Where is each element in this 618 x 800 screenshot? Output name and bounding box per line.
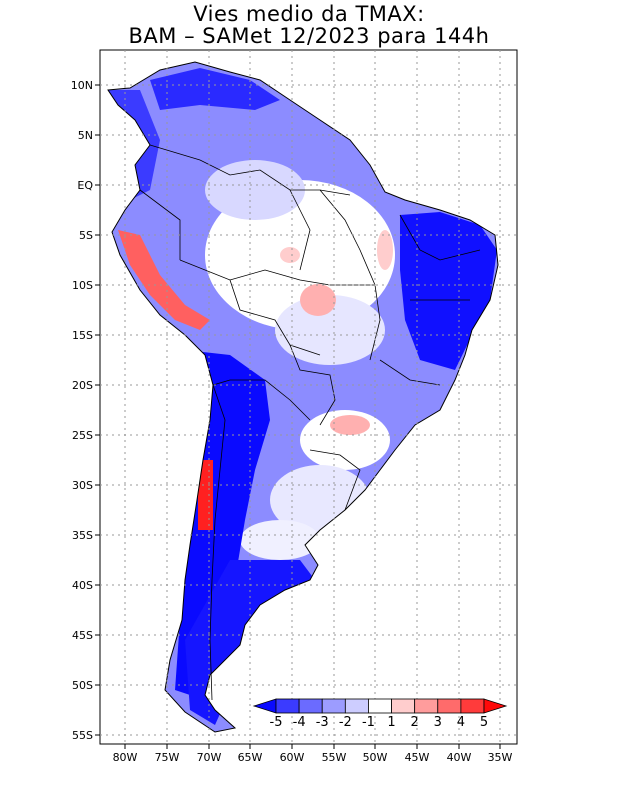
coastline bbox=[107, 61, 499, 733]
colorbar-segment bbox=[460, 698, 485, 714]
y-tick-label: 50S bbox=[72, 679, 93, 692]
colorbar-label: -4 bbox=[293, 715, 306, 730]
colorbar-label: -5 bbox=[270, 715, 283, 730]
x-tick-label: 80W bbox=[113, 751, 138, 764]
colorbar-arrow-high bbox=[483, 698, 508, 714]
pampas-light-zone bbox=[240, 520, 320, 560]
y-tick-label: 40S bbox=[72, 579, 93, 592]
y-tick-label: 25S bbox=[72, 429, 93, 442]
y-tick-label: 20S bbox=[72, 379, 93, 392]
colorbar-label: 1 bbox=[387, 715, 395, 730]
north-coast-cold-bias bbox=[150, 68, 280, 110]
border-uruguay bbox=[309, 449, 361, 511]
y-tick-label: 5N bbox=[78, 129, 93, 142]
y-tick-labels: 10N 5N EQ 5S 10S 15S 20S 25S 30S 35S 40S… bbox=[71, 79, 94, 742]
border-amazon-states bbox=[289, 189, 311, 271]
colorbar-segment bbox=[321, 698, 346, 714]
y-tick-label: 30S bbox=[72, 479, 93, 492]
border-brazil-states-2 bbox=[399, 214, 481, 261]
graticule bbox=[100, 50, 517, 744]
warm-bias-spot-amazon bbox=[280, 247, 300, 263]
colorbar-segment bbox=[344, 698, 369, 714]
colorbar-label: -1 bbox=[362, 715, 375, 730]
border-chile-argentina bbox=[209, 384, 226, 701]
y-tick-label: EQ bbox=[77, 179, 93, 192]
border-paraguay bbox=[289, 344, 336, 426]
x-tick-label: 40W bbox=[447, 751, 472, 764]
colorbar-segment bbox=[437, 698, 462, 714]
y-tick-label: 15S bbox=[72, 329, 93, 342]
x-tick-label: 50W bbox=[363, 751, 388, 764]
colorbar-label: 3 bbox=[434, 715, 442, 730]
colorbar-segment bbox=[275, 698, 300, 714]
warm-bias-spot-central bbox=[300, 284, 336, 316]
map-title-line-1: Vies medio da TMAX: bbox=[193, 2, 425, 26]
southern-cold-bias bbox=[175, 350, 270, 700]
warm-bias-spot-east bbox=[377, 230, 393, 270]
x-tick-label: 75W bbox=[155, 751, 180, 764]
border-peru-bolivia-brazil bbox=[179, 259, 375, 286]
colorbar-label: -2 bbox=[339, 715, 352, 730]
colorbar-segment bbox=[414, 698, 439, 714]
tick-marks bbox=[95, 84, 501, 749]
y-tick-label: 10S bbox=[72, 279, 93, 292]
border-brazil-states-1 bbox=[319, 189, 381, 361]
x-tick-label: 35W bbox=[488, 751, 513, 764]
colorbar-label: -3 bbox=[316, 715, 329, 730]
border-bolivia bbox=[229, 279, 321, 356]
x-tick-label: 55W bbox=[322, 751, 347, 764]
colorbar-segment bbox=[298, 698, 323, 714]
y-tick-label: 10N bbox=[71, 79, 93, 92]
central-light-zone bbox=[275, 295, 385, 365]
colorbar-label: 2 bbox=[411, 715, 419, 730]
border-argentina-north bbox=[212, 379, 311, 421]
y-tick-label: 5S bbox=[79, 229, 93, 242]
colorbar-label: 4 bbox=[457, 715, 465, 730]
x-tick-label: 65W bbox=[238, 751, 263, 764]
x-tick-label: 60W bbox=[280, 751, 305, 764]
colorbar-label: 5 bbox=[480, 715, 488, 730]
y-tick-label: 45S bbox=[72, 629, 93, 642]
x-tick-labels: 80W 75W 70W 65W 60W 55W 50W 45W 40W 35W bbox=[113, 751, 513, 764]
colorbar: -5 -4 -3 -2 -1 1 2 3 4 5 bbox=[252, 698, 508, 730]
border-colombia-peru bbox=[139, 189, 181, 260]
x-tick-label: 70W bbox=[197, 751, 222, 764]
andes-warm-bias bbox=[118, 230, 210, 330]
colorbar-segment bbox=[391, 698, 416, 714]
map-title-line-2: BAM – SAMet 12/2023 para 144h bbox=[128, 24, 490, 48]
y-tick-label: 55S bbox=[72, 729, 93, 742]
x-tick-label: 45W bbox=[405, 751, 430, 764]
y-tick-label: 35S bbox=[72, 529, 93, 542]
country-borders bbox=[139, 144, 481, 701]
warm-bias-spot-south bbox=[330, 415, 370, 435]
border-brazil-states-4 bbox=[379, 359, 441, 386]
colorbar-segment bbox=[368, 698, 392, 714]
